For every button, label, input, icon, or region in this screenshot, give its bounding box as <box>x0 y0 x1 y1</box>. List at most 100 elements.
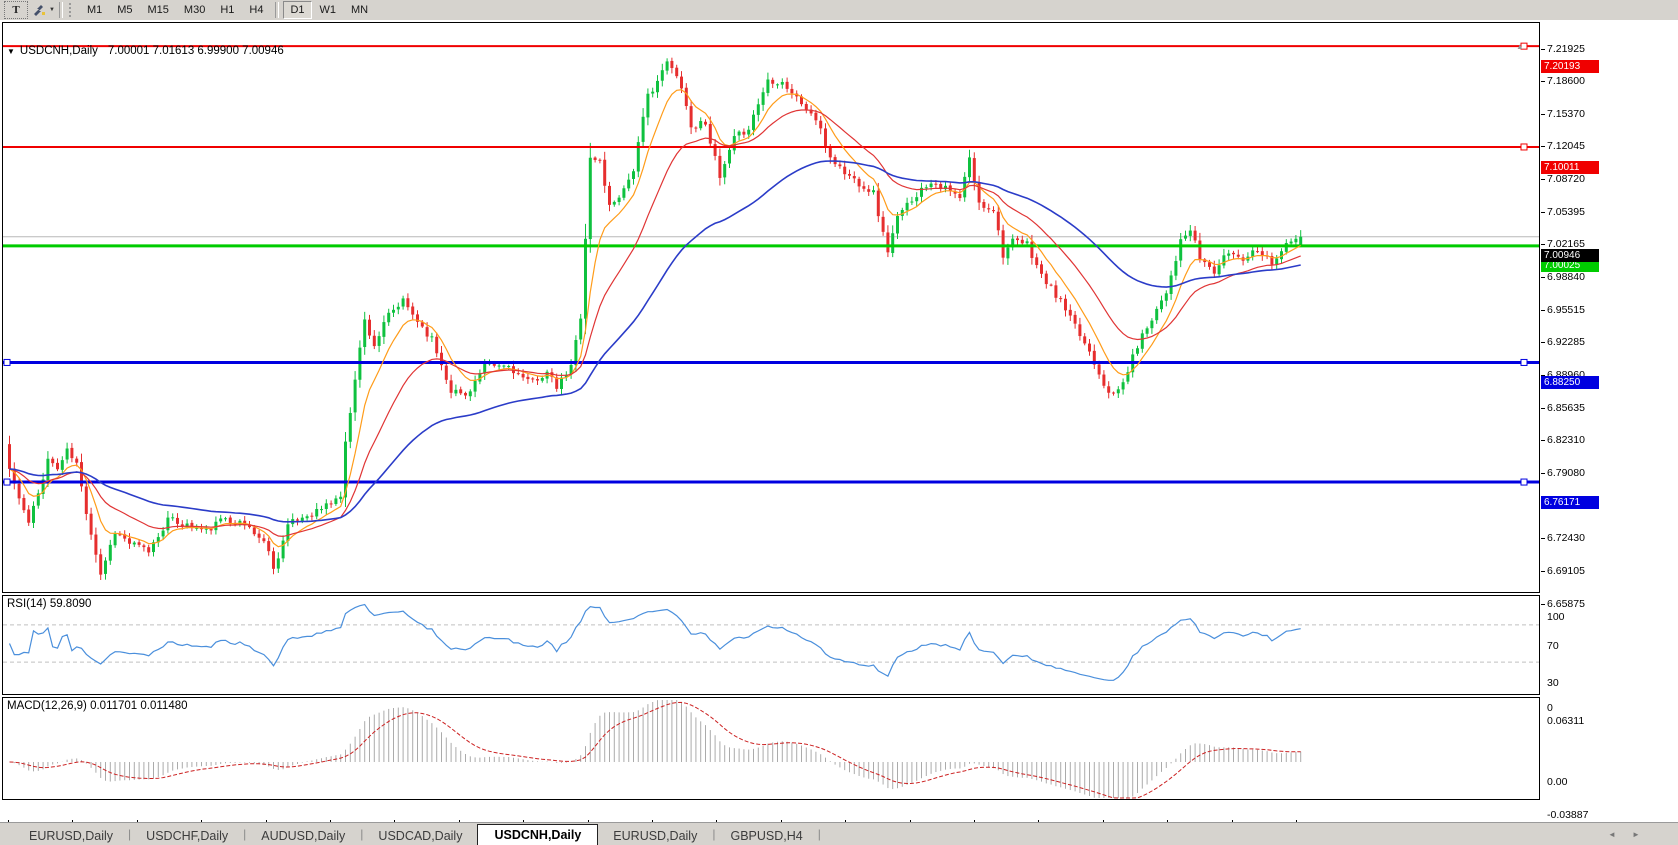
slow-ema-line <box>9 160 1301 523</box>
price-tick-label: 6.92285 <box>1547 336 1585 349</box>
price-tick-mark <box>1541 342 1545 344</box>
tab-eurusd-daily[interactable]: EURUSD,Daily <box>29 829 114 843</box>
tab-usdcnh-daily[interactable]: USDCNH,Daily <box>477 824 599 845</box>
rsi-label: RSI(14) 59.8090 <box>7 598 92 610</box>
price-tick-label: 7.08720 <box>1547 173 1585 186</box>
date-tick-mark <box>330 820 331 823</box>
date-tick-mark <box>910 820 911 823</box>
timeframe-button-h4[interactable]: H4 <box>249 4 264 16</box>
date-tick-mark <box>652 820 653 823</box>
rsi-axis-label: 30 <box>1547 677 1559 689</box>
chart-tab-bar: EURUSD,Daily | USDCHF,Daily | AUDUSD,Daily | U… <box>0 822 1678 845</box>
chart-shift-icon[interactable]: ▲ <box>1516 42 1524 51</box>
tabs-scroll-left-icon[interactable]: ◄ <box>1608 830 1616 839</box>
tab-separator: | <box>360 827 364 841</box>
price-tick-mark <box>1541 244 1545 246</box>
price-tick-label: 7.21925 <box>1547 42 1585 55</box>
price-tick-label: 6.69105 <box>1547 564 1585 577</box>
tab-separator: | <box>243 827 247 841</box>
timeframe-button-m5[interactable]: M5 <box>117 4 133 16</box>
macd-label: MACD(12,26,9) 0.011701 0.011480 <box>7 700 188 712</box>
date-tick-mark <box>8 820 9 823</box>
price-tick-mark <box>1541 113 1545 115</box>
level-price-badge[interactable]: 7.10011 <box>1541 160 1599 174</box>
price-chart-panel[interactable] <box>2 22 1540 593</box>
macd-signal-line <box>9 701 1301 799</box>
pointer-tool-button[interactable]: ▼ <box>32 2 55 18</box>
timeframe-button-mn[interactable]: MN <box>351 4 369 16</box>
price-tick-label: 7.02165 <box>1547 238 1585 251</box>
date-tick-mark <box>1167 820 1168 823</box>
macd-panel[interactable] <box>2 697 1540 800</box>
price-tick-mark <box>1541 179 1545 181</box>
candlestick-chart[interactable] <box>3 23 1539 592</box>
price-tick-label: 7.12045 <box>1547 140 1585 153</box>
price-tick-label: 6.79080 <box>1547 466 1585 479</box>
date-tick-mark <box>781 820 782 823</box>
timeframe-toolbar: M1 M5 M15 M30 H1 H4 D1 W1 MN <box>80 1 376 19</box>
price-tick-mark <box>1541 211 1545 213</box>
ohlc-values: 7.00001 7.01613 6.99900 7.00946 <box>107 45 284 57</box>
rsi-panel[interactable] <box>2 595 1540 695</box>
tab-separator: | <box>817 827 821 841</box>
price-tick-mark <box>1541 375 1545 376</box>
current-price-badge: 7.00946 <box>1541 249 1599 263</box>
date-tick-mark <box>394 820 395 823</box>
chevron-down-icon[interactable]: ▼ <box>7 47 15 56</box>
price-tick-mark <box>1541 472 1545 474</box>
tab-audusd-daily[interactable]: AUDUSD,Daily <box>261 829 346 843</box>
rsi-axis-label: 0 <box>1547 702 1553 714</box>
price-tick-mark <box>1541 309 1545 311</box>
macd-chart <box>9 700 1302 799</box>
timeframe-button-m30[interactable]: M30 <box>183 4 206 16</box>
text-tool-button[interactable]: T <box>4 1 28 19</box>
tab-gbpusd-h4[interactable]: GBPUSD,H4 <box>730 829 803 843</box>
price-tick-label: 6.85635 <box>1547 401 1585 414</box>
toolbar-grip[interactable] <box>68 3 74 17</box>
timeframe-button-m1[interactable]: M1 <box>86 4 103 16</box>
medium-ema-line <box>9 109 1301 538</box>
timeframe-button-d1[interactable]: D1 <box>283 1 312 19</box>
date-tick-mark <box>974 820 975 823</box>
chart-area: ▼ USDCNH,Daily 7.00001 7.01613 6.99900 7.0… <box>0 20 1678 836</box>
chevron-down-icon: ▼ <box>49 7 55 13</box>
candlesticks <box>8 57 1303 580</box>
date-tick-mark <box>845 820 846 823</box>
date-tick-mark <box>72 820 73 823</box>
macd-histogram <box>13 700 1302 798</box>
timeframe-button-w1[interactable]: W1 <box>319 4 337 16</box>
toolbar-separator <box>275 2 280 18</box>
price-tick-label: 7.05395 <box>1547 205 1585 218</box>
rsi-line <box>8 603 1301 681</box>
date-tick-mark <box>523 820 524 823</box>
tab-usdchf-daily[interactable]: USDCHF,Daily <box>146 829 229 843</box>
price-tick-label: 6.65875 <box>1547 597 1585 610</box>
price-tick-label: 6.72430 <box>1547 532 1585 545</box>
date-tick-mark <box>588 820 589 823</box>
date-tick-mark <box>716 820 717 823</box>
tab-separator: | <box>128 827 132 841</box>
pointer-tool-icon <box>34 5 45 16</box>
horizontal-level-lines[interactable] <box>3 42 1539 486</box>
tabs-scroll-right-icon[interactable]: ► <box>1632 830 1640 839</box>
tab-eurusd-daily[interactable]: EURUSD,Daily <box>613 829 698 843</box>
toolbar: T ▼ M1 M5 M15 M30 H1 H4 D1 W1 MN <box>0 0 1678 20</box>
date-tick-mark <box>1232 820 1233 823</box>
level-price-badge[interactable]: 7.00025 <box>1541 259 1599 273</box>
price-tick-mark <box>1541 81 1545 83</box>
level-price-badge[interactable]: 7.20193 <box>1541 59 1599 73</box>
tab-usdcad-daily[interactable]: USDCAD,Daily <box>378 829 463 843</box>
price-tick-label: 7.18600 <box>1547 75 1585 88</box>
timeframe-button-h1[interactable]: H1 <box>220 4 235 16</box>
symbol-label: USDCNH,Daily <box>19 45 98 57</box>
price-tick-mark <box>1541 48 1545 50</box>
tab-separator: | <box>712 827 716 841</box>
price-tick-mark <box>1541 277 1545 278</box>
level-price-badge[interactable]: 6.88250 <box>1541 375 1599 389</box>
level-price-badge[interactable]: 6.76171 <box>1541 495 1599 509</box>
rsi-axis-label: 70 <box>1547 640 1559 652</box>
price-tick-label: 6.95515 <box>1547 303 1585 316</box>
timeframe-button-m15[interactable]: M15 <box>147 4 169 16</box>
price-tick-label: 7.15370 <box>1547 107 1585 120</box>
